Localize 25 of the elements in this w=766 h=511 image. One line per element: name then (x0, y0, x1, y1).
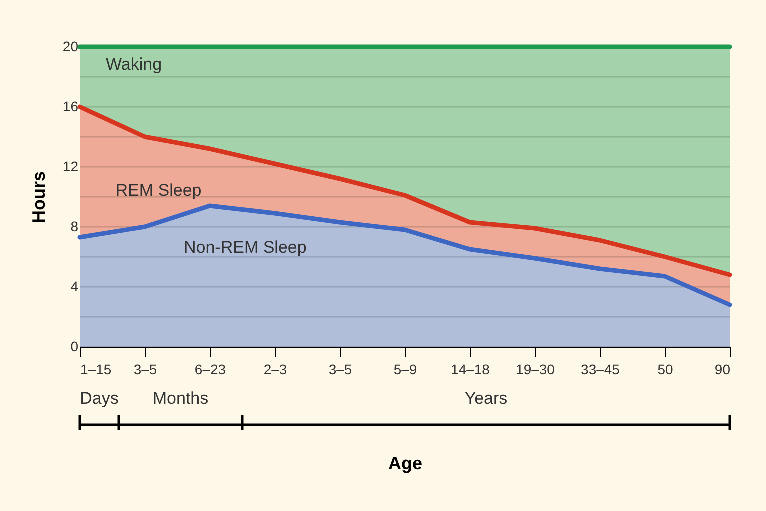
y-tick-label: 20 (62, 38, 79, 54)
x-tick-label: 19–30 (516, 362, 556, 378)
x-tick-label: 2–3 (264, 362, 288, 378)
text: Days (80, 389, 119, 408)
series-label: Waking (106, 55, 162, 74)
x-tick-label: 50 (658, 362, 674, 378)
y-tick-label: 4 (70, 278, 79, 294)
y-tick-label: 8 (70, 218, 79, 234)
series-label: Non-REM Sleep (184, 238, 307, 257)
text: Months (152, 389, 209, 408)
y-tick-label: 12 (62, 158, 79, 174)
x-tick-label: 3–5 (328, 362, 352, 378)
x-tick-label: 90 (714, 362, 731, 378)
x-axis-title: Age (388, 454, 423, 474)
x-tick-label: 3–5 (134, 362, 158, 378)
text: Years (464, 389, 508, 408)
x-tick-label: 6–23 (194, 362, 226, 378)
x-tick-label: 14–18 (451, 362, 490, 378)
x-tick-label: 33–45 (581, 362, 620, 378)
x-tick-label: 5–9 (394, 362, 418, 378)
x-tick-label: 1–15 (80, 362, 112, 378)
y-axis-title: Hours (28, 171, 49, 224)
y-tick-label: 0 (70, 338, 79, 354)
series-label: REM Sleep (116, 181, 202, 200)
y-tick-label: 16 (62, 98, 79, 114)
